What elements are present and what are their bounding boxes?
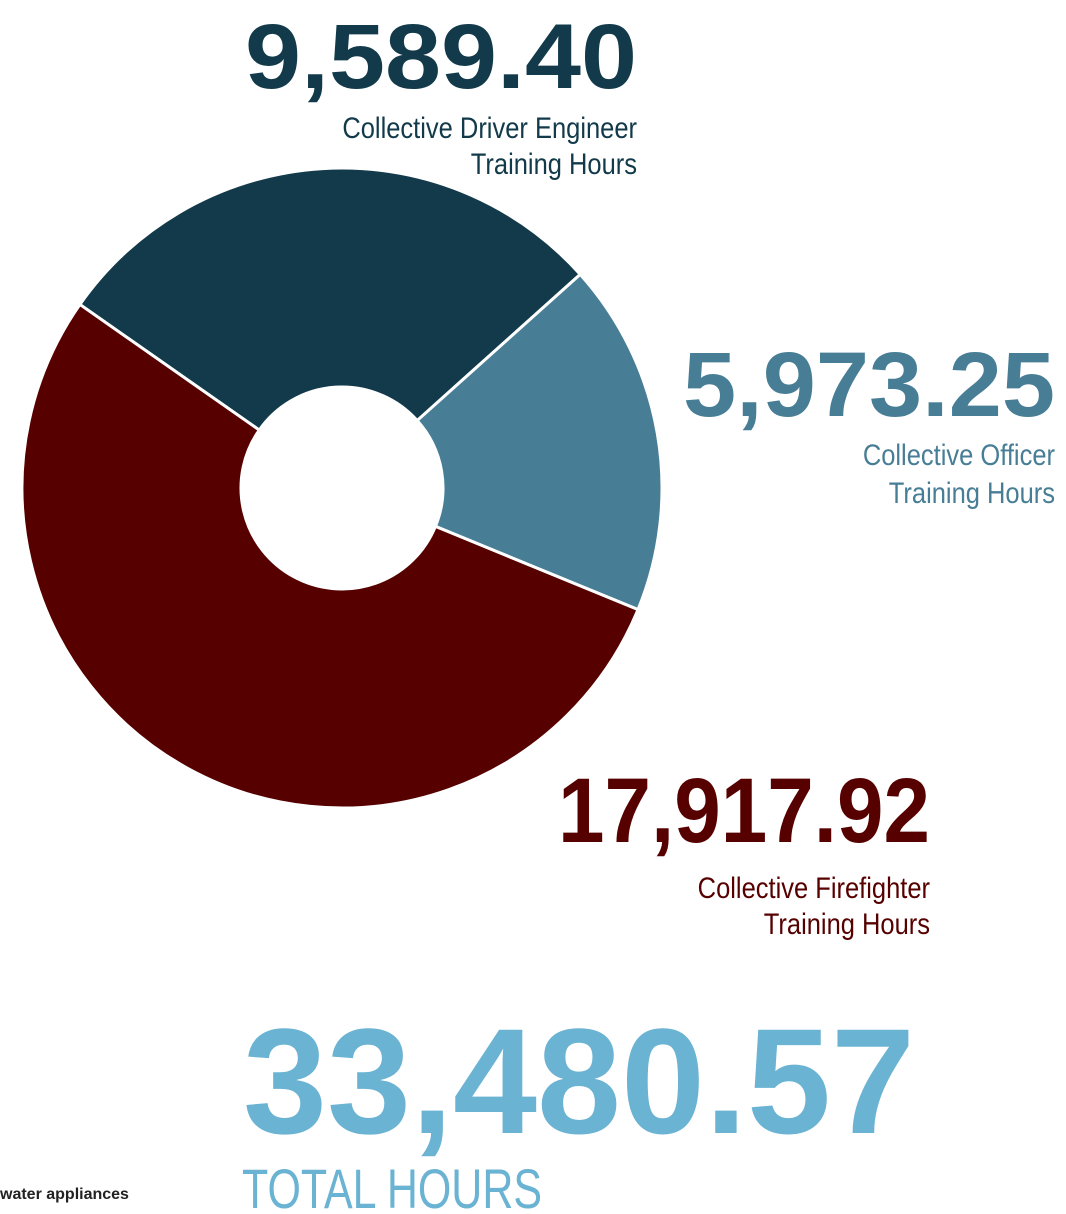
donut-slice [20, 302, 640, 810]
donut-slice [415, 272, 664, 612]
value-label: 9,589.40 [245, 6, 637, 108]
total-value: 33,480.57 [243, 997, 915, 1165]
category-label: Training Hours [889, 476, 1055, 509]
total-caption: TOTAL HOURS [242, 1157, 542, 1214]
category-label: Collective Officer [863, 438, 1055, 471]
category-label: Training Hours [764, 907, 930, 940]
donut-slice [77, 166, 583, 433]
footnote: water appliances [0, 1186, 129, 1203]
category-label: Training Hours [471, 147, 637, 180]
category-label: Collective Firefighter [698, 871, 930, 904]
value-label: 5,973.25 [683, 334, 1055, 436]
value-label: 17,917.92 [558, 760, 930, 862]
category-label: Collective Driver Engineer [342, 111, 637, 144]
